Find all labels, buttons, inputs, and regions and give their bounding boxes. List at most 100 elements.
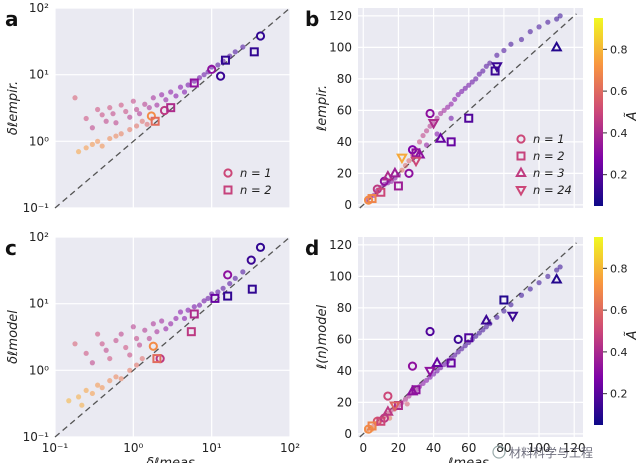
y-axis-label: ℓempir. (315, 85, 330, 132)
data-point-dot (139, 118, 145, 124)
data-point-dot (494, 52, 500, 58)
legend-marker (515, 186, 527, 197)
colorbar-gradient (594, 237, 603, 425)
data-point-dot (201, 72, 207, 78)
data-point-dot (79, 402, 85, 408)
data-point-dot (72, 341, 78, 347)
data-point-dot (557, 264, 563, 270)
data-point-dot (163, 97, 169, 103)
data-point-dot (545, 273, 551, 279)
data-point-dot (118, 331, 124, 337)
legend-marker (516, 134, 526, 144)
data-point-dot (89, 125, 95, 131)
data-point-dot (527, 29, 533, 35)
x-axis-label: ℓmeas. (447, 456, 493, 463)
watermark-text: 材料科学与工程 (509, 445, 593, 460)
data-point-dot (107, 355, 113, 362)
y-tick-label: 20 (337, 166, 352, 180)
y-tick-label: 120 (329, 9, 352, 23)
data-point-dot (240, 44, 246, 50)
data-point-dot (455, 92, 461, 98)
y-tick-label: 10⁰ (29, 363, 49, 377)
identity-line (359, 13, 577, 209)
data-point-n3 (434, 132, 447, 143)
data-point-n2 (189, 78, 199, 88)
data-point-dot (423, 377, 430, 383)
data-point-dot (133, 335, 140, 342)
data-point-dot (459, 88, 465, 95)
x-tick-label: 60 (461, 441, 476, 455)
data-point-dot (473, 333, 479, 339)
data-point-dot (518, 292, 525, 298)
data-point-dot (127, 126, 133, 133)
data-point-dot (501, 308, 507, 314)
data-point-n2 (210, 293, 220, 303)
data-point-n24 (427, 118, 440, 130)
data-point-dot (181, 315, 188, 322)
data-point-dot (113, 133, 119, 139)
data-point-dot (95, 106, 101, 113)
data-point-dot (118, 131, 124, 137)
y-tick-label: 20 (337, 395, 352, 409)
data-point-dot (133, 362, 140, 368)
data-point-dot (146, 335, 152, 342)
y-tick-label: 10⁰ (29, 134, 49, 148)
data-point-dot (452, 96, 458, 102)
data-point-dot (201, 298, 207, 304)
data-point-n2 (220, 55, 230, 65)
data-point-dot (508, 302, 514, 308)
data-point-n24 (410, 156, 422, 168)
y-axis-label: δℓempir. (6, 81, 21, 135)
data-point-dot (476, 71, 482, 77)
data-point-dot (89, 390, 95, 397)
data-point-dot (107, 105, 113, 111)
x-tick-label: 10² (280, 441, 300, 455)
data-point-dot (452, 352, 458, 358)
x-tick-label: 120 (563, 441, 586, 455)
data-point-dot (99, 112, 105, 118)
data-point-dot (118, 102, 124, 108)
data-point-n2 (376, 416, 386, 426)
colorbar-label: Ã (624, 330, 640, 340)
data-point-dot (66, 398, 72, 404)
data-point-dot (110, 111, 116, 117)
x-tick-label: 0 (359, 441, 367, 455)
panel-letter: d (305, 236, 319, 260)
y-tick-label: 10¹ (29, 68, 49, 82)
panel-letter: b (305, 7, 319, 31)
data-point-n3 (550, 272, 563, 284)
data-point-dot (139, 355, 145, 362)
colorbar-tick-label: 0.2 (610, 388, 628, 401)
y-tick-label: 60 (337, 103, 352, 117)
data-point-dot (480, 327, 486, 333)
data-point-dot (501, 47, 507, 54)
data-point-dot (163, 326, 169, 332)
data-point-dot (462, 85, 468, 91)
data-point-dot (113, 337, 119, 344)
legend-label: n = 1 (533, 132, 565, 146)
data-point-dot (487, 60, 493, 66)
data-point-dot (146, 105, 152, 111)
colorbar-tick-label: 0.8 (610, 43, 628, 56)
data-point-dot (159, 318, 165, 324)
data-point-dot (185, 82, 191, 88)
data-point-n3 (406, 384, 419, 396)
data-point-n2 (464, 333, 474, 343)
data-point-n2 (223, 291, 233, 301)
data-point-n2 (186, 327, 196, 337)
data-point-dot (89, 360, 95, 366)
data-point-dot (150, 95, 156, 101)
data-point-dot (83, 115, 89, 122)
data-point-dot (144, 121, 150, 127)
data-point-dot (404, 401, 410, 407)
panel-letter: c (5, 236, 17, 260)
colorbar-tick-label: 0.6 (610, 304, 628, 317)
data-point-n24 (506, 311, 519, 323)
data-point-n1 (407, 361, 418, 371)
data-point-dot (434, 368, 440, 374)
data-point-n24 (396, 153, 408, 165)
data-point-dot (459, 346, 465, 352)
data-point-dot (554, 267, 560, 273)
y-tick-label: 80 (337, 301, 352, 315)
